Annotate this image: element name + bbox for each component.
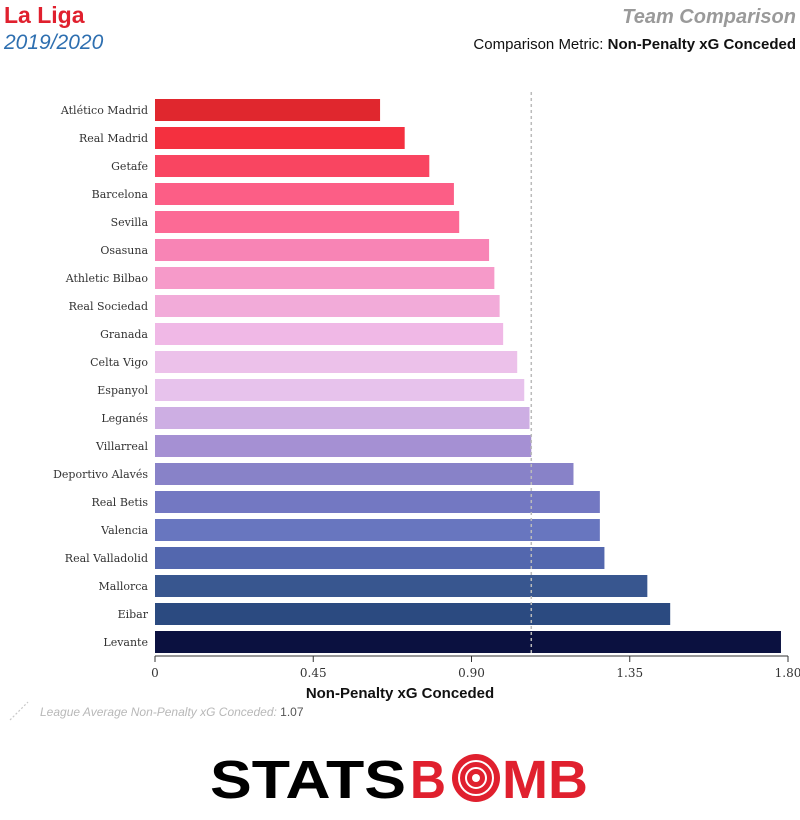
bar-atletico-madrid — [155, 99, 381, 121]
x-tick-label: 0 — [151, 666, 159, 680]
x-tick-label: 1.80 — [775, 666, 800, 680]
label-barcelona: Barcelona — [92, 188, 149, 201]
label-granada: Granada — [100, 328, 148, 341]
bar-athletic-bilbao — [155, 267, 495, 289]
label-atletico-madrid: Atlético Madrid — [60, 104, 148, 117]
target-icon — [452, 754, 500, 802]
bar-levante — [155, 631, 781, 653]
league-title: La Liga — [4, 2, 85, 28]
x-tick-label: 0.45 — [300, 666, 327, 680]
label-real-sociedad: Real Sociedad — [69, 300, 148, 313]
label-levante: Levante — [103, 636, 148, 649]
label-getafe: Getafe — [111, 160, 148, 173]
label-deportivo-alaves: Deportivo Alavés — [53, 468, 148, 481]
bar-leganes — [155, 407, 530, 429]
bar-mallorca — [155, 575, 648, 597]
bar-real-valladolid — [155, 547, 605, 569]
label-real-valladolid: Real Valladolid — [65, 552, 148, 565]
bar-granada — [155, 323, 504, 345]
label-real-madrid: Real Madrid — [79, 132, 148, 145]
label-real-betis: Real Betis — [91, 496, 148, 509]
bar-real-madrid — [155, 127, 405, 149]
comparison-title: Team Comparison — [622, 6, 796, 28]
x-tick-label: 1.35 — [616, 666, 643, 680]
label-leganes: Leganés — [101, 412, 148, 425]
logo-text-stats: STATS — [210, 750, 406, 808]
x-tick-label: 0.90 — [458, 666, 485, 680]
bar-sevilla — [155, 211, 460, 233]
label-osasuna: Osasuna — [100, 244, 148, 257]
logo-text-mb: MB — [502, 750, 588, 808]
metric-name: Non-Penalty xG Conceded — [607, 36, 796, 53]
label-villarreal: Villarreal — [95, 440, 148, 453]
x-axis-ticks: 0 0.45 0.90 1.35 1.80 — [151, 656, 800, 680]
logo-text-b: B — [410, 750, 446, 808]
comparison-metric: Comparison Metric: Non-Penalty xG Conced… — [473, 36, 796, 53]
bar-villarreal — [155, 435, 532, 457]
label-sevilla: Sevilla — [111, 216, 149, 229]
label-eibar: Eibar — [118, 608, 149, 621]
bar-celta-vigo — [155, 351, 518, 373]
average-legend: League Average Non-Penalty xG Conceded: … — [40, 705, 304, 719]
bar-getafe — [155, 155, 430, 177]
label-espanyol: Espanyol — [97, 384, 148, 397]
bar-valencia — [155, 519, 600, 541]
season-label: 2019/2020 — [4, 31, 104, 54]
bars-group — [155, 99, 781, 653]
statsbomb-logo: STATS B MB — [210, 750, 588, 808]
label-valencia: Valencia — [100, 524, 148, 537]
label-celta-vigo: Celta Vigo — [90, 356, 148, 369]
bar-barcelona — [155, 183, 454, 205]
bar-espanyol — [155, 379, 525, 401]
average-line-legend-icon — [9, 701, 29, 721]
bar-real-betis — [155, 491, 600, 513]
team-labels-group: Atlético Madrid Real Madrid Getafe Barcelon… — [53, 104, 149, 649]
average-legend-value: 1.07 — [280, 705, 304, 719]
bar-osasuna — [155, 239, 490, 261]
label-mallorca: Mallorca — [99, 580, 149, 593]
label-athletic-bilbao: Athletic Bilbao — [65, 272, 149, 285]
bar-eibar — [155, 603, 671, 625]
metric-prefix: Comparison Metric: — [473, 36, 604, 53]
bar-chart: Atlético Madrid Real Madrid Getafe Barcelon… — [53, 92, 800, 680]
bar-real-sociedad — [155, 295, 500, 317]
x-axis-title: Non-Penalty xG Conceded — [305, 685, 495, 702]
bar-deportivo-alaves — [155, 463, 574, 485]
average-legend-label: League Average Non-Penalty xG Conceded: — [40, 705, 277, 719]
